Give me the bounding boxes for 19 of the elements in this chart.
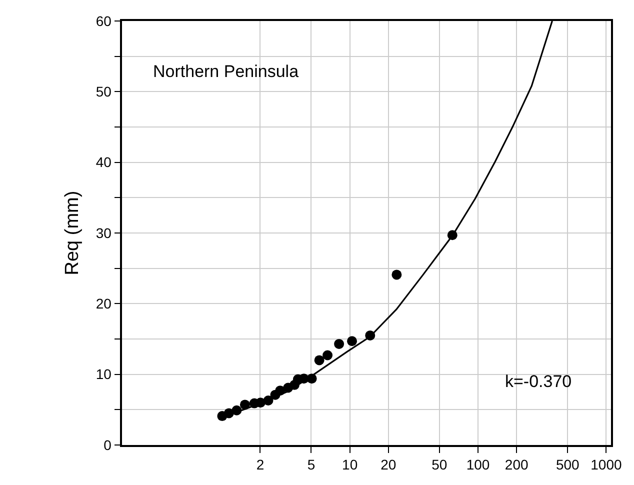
annotation: Northern Peninsula <box>153 62 300 81</box>
x-tick-label: 10 <box>342 456 358 473</box>
x-tick-label: 50 <box>432 456 448 473</box>
y-tick-label: 20 <box>96 296 112 312</box>
x-tick-label: 100 <box>466 456 490 473</box>
y-tick-label: 60 <box>96 12 112 29</box>
y-tick-label: 50 <box>96 84 112 100</box>
annotation: k=-0.370 <box>505 372 572 391</box>
x-tick-label: 200 <box>504 456 528 473</box>
y-axis-title: Req (mm) <box>62 190 84 276</box>
y-tick-label: 40 <box>96 154 112 170</box>
x-tick-label: 5 <box>307 456 316 473</box>
x-tick-label: 500 <box>556 456 580 473</box>
y-tick-label: 10 <box>96 366 112 382</box>
y-tick-label: 0 <box>104 436 112 453</box>
x-tick-label: 2 <box>256 456 264 473</box>
x-tick-label: 1000 <box>590 456 622 473</box>
x-tick-label: 20 <box>380 456 396 473</box>
y-tick-label: 30 <box>96 224 112 241</box>
